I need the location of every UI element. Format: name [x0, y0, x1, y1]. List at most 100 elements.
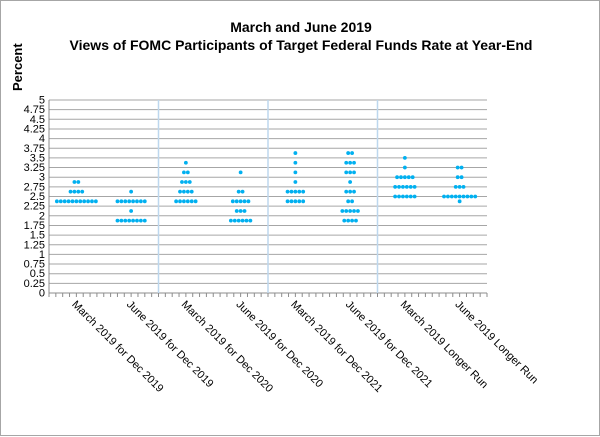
dot-marker [356, 209, 360, 213]
dot-marker [66, 199, 71, 204]
dot-marker [80, 189, 85, 194]
dot-marker [62, 199, 67, 204]
dot-marker [131, 218, 135, 223]
dot-marker [352, 160, 356, 165]
dot-marker [238, 209, 243, 213]
y-tick-label: 2.5 [30, 191, 45, 203]
dot-marker [285, 189, 290, 194]
dot-marker [238, 170, 243, 175]
dot-marker [119, 218, 124, 223]
dot-marker [293, 189, 298, 194]
dot-marker [393, 184, 398, 189]
dot-marker [401, 194, 405, 199]
dot-marker [58, 199, 63, 204]
dot-marker [142, 218, 147, 223]
dot-marker [285, 199, 290, 204]
dot-marker [397, 184, 401, 189]
dot-marker [232, 218, 237, 223]
dot-marker [68, 189, 73, 194]
y-tick-label: 0.75 [24, 259, 45, 271]
dot-marker [408, 184, 413, 189]
dot-marker [397, 194, 401, 199]
dot-marker [446, 194, 450, 199]
dot-marker [469, 194, 474, 199]
dot-marker [354, 218, 358, 223]
dot-marker [180, 180, 184, 184]
y-tick-label: 4.25 [24, 123, 45, 135]
dot-marker [344, 209, 349, 213]
dot-marker [234, 209, 239, 213]
dot-marker [393, 194, 398, 199]
dot-marker [465, 194, 470, 199]
dot-marker [293, 199, 298, 204]
dot-marker [123, 199, 128, 204]
y-tick-label: 5 [39, 95, 45, 107]
dot-marker [344, 170, 349, 175]
dot-marker [301, 199, 306, 204]
dot-marker [240, 218, 245, 223]
dot-marker [346, 218, 351, 223]
dot-marker [344, 189, 349, 194]
y-tick-label: 2.75 [24, 181, 45, 193]
dot-marker [348, 189, 353, 194]
dot-marker [346, 151, 351, 155]
dot-marker [183, 180, 188, 184]
dot-marker [301, 189, 306, 194]
dot-marker [289, 189, 294, 194]
y-tick-label: 0.25 [24, 278, 45, 290]
dot-marker [344, 160, 349, 165]
dot-marker [242, 199, 247, 204]
dot-marker [449, 194, 454, 199]
dot-marker [293, 151, 298, 155]
dot-marker [246, 199, 251, 204]
dot-marker [127, 199, 132, 204]
x-category-label: March 2019 for Dec 2021 [288, 299, 384, 395]
y-tick-label: 4.5 [30, 114, 45, 126]
dot-marker [86, 199, 90, 204]
dot-marker [129, 209, 134, 213]
dot-marker [244, 218, 249, 223]
dot-marker [348, 209, 353, 213]
x-category-label: March 2019 for Dec 2019 [69, 299, 165, 395]
dot-marker [248, 218, 253, 223]
dot-marker [453, 184, 458, 189]
dot-marker [293, 170, 298, 175]
y-tick-label: 1.5 [30, 230, 45, 242]
dot-marker [135, 199, 139, 204]
dot-marker [138, 199, 143, 204]
dot-marker [82, 199, 87, 204]
dot-marker [408, 194, 413, 199]
y-tick-label: 3.25 [24, 162, 45, 174]
dot-marker [473, 194, 478, 199]
dot-marker [352, 209, 356, 213]
dot-marker [297, 199, 302, 204]
dot-marker [189, 199, 194, 204]
x-category-label: March 2019 Longer Run [398, 299, 490, 391]
dot-marker [187, 180, 192, 184]
y-tick-label: 0 [39, 288, 45, 300]
dot-marker [442, 194, 446, 199]
chart-title: March and June 2019 [230, 19, 372, 35]
y-tick-label: 2.25 [24, 201, 45, 213]
dot-marker [455, 175, 460, 180]
dot-marker [236, 218, 241, 223]
dot-marker [342, 218, 347, 223]
dot-marker [350, 218, 354, 223]
dot-marker [457, 184, 462, 189]
dot-marker [185, 189, 190, 194]
dot-marker [228, 218, 233, 223]
dot-marker [74, 199, 79, 204]
dot-marker [178, 199, 182, 204]
dot-marker [242, 209, 247, 213]
dot-marker [348, 160, 353, 165]
dot-marker [115, 199, 120, 204]
dot-marker [401, 184, 405, 189]
dot-marker [90, 199, 94, 204]
dot-marker [346, 199, 351, 204]
dot-marker [189, 189, 194, 194]
dot-marker [138, 218, 143, 223]
y-tick-label: 3.75 [24, 143, 45, 155]
dot-marker [76, 180, 81, 184]
dot-marker [182, 199, 186, 204]
dot-marker [399, 175, 403, 180]
